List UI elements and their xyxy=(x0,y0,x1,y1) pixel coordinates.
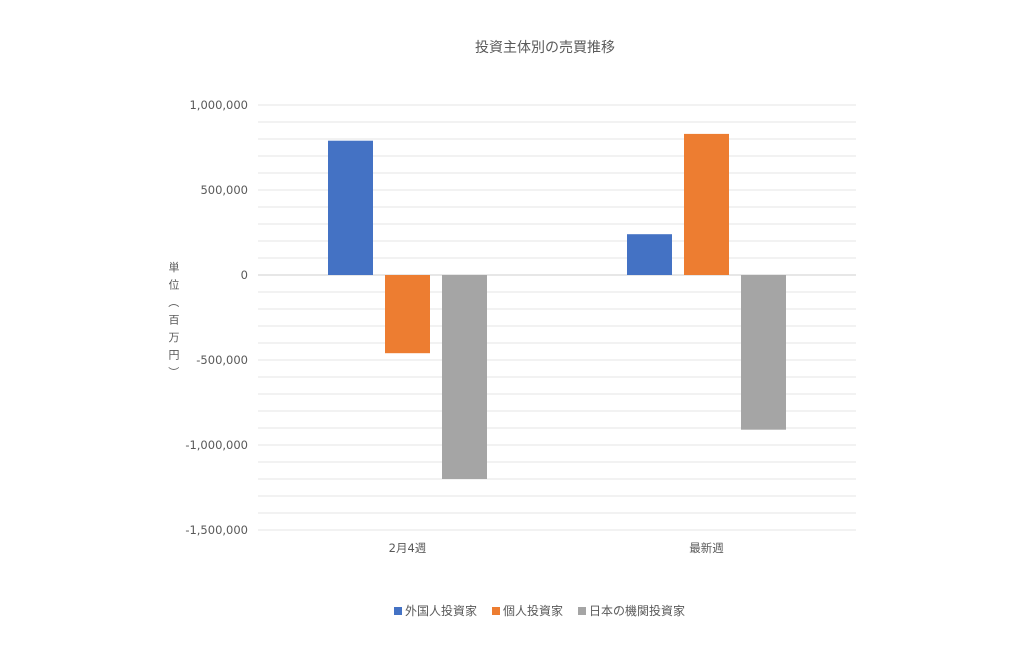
bar xyxy=(741,275,786,430)
legend-label: 個人投資家 xyxy=(503,603,563,618)
bar xyxy=(627,234,672,275)
y-tick-label: 1,000,000 xyxy=(189,98,248,112)
bar xyxy=(328,140,373,275)
legend-label: 外国人投資家 xyxy=(405,603,477,618)
legend-label: 日本の機関投資家 xyxy=(589,603,685,618)
bar xyxy=(442,275,487,479)
y-axis-label-char: （ xyxy=(167,297,180,308)
legend-swatch xyxy=(578,607,586,615)
y-tick-labels: 1,000,000 500,000 0 -500,000 -1,000,000 -1,50… xyxy=(185,98,248,537)
x-category-label: 最新週 xyxy=(689,541,724,555)
y-axis-label-char: 単 xyxy=(169,260,180,274)
y-axis-label-char: 円 xyxy=(169,349,180,362)
y-axis-label: 単位 （ 百万円 ） xyxy=(167,260,180,378)
legend: 外国人投資家 個人投資家 日本の機関投資家 xyxy=(394,603,685,618)
y-axis-label-char: 位 xyxy=(169,278,180,292)
y-tick-label: -500,000 xyxy=(196,353,248,367)
y-tick-label: -1,000,000 xyxy=(185,438,248,452)
legend-swatch xyxy=(492,607,500,615)
chart-title: 投資主体別の売買推移 xyxy=(475,40,615,56)
y-axis-label-char: ） xyxy=(167,367,180,378)
y-tick-label: -1,500,000 xyxy=(185,523,248,537)
y-axis-label-char: 万 xyxy=(169,331,180,344)
legend-swatch xyxy=(394,607,402,615)
y-axis-label-char: 百 xyxy=(169,314,180,327)
category-labels: 2月4週 最新週 xyxy=(389,541,725,555)
bar xyxy=(684,133,729,275)
y-tick-label: 0 xyxy=(241,268,248,282)
x-category-label: 2月4週 xyxy=(389,541,427,555)
bars xyxy=(328,133,786,479)
y-tick-label: 500,000 xyxy=(200,183,248,197)
bar xyxy=(385,275,430,354)
